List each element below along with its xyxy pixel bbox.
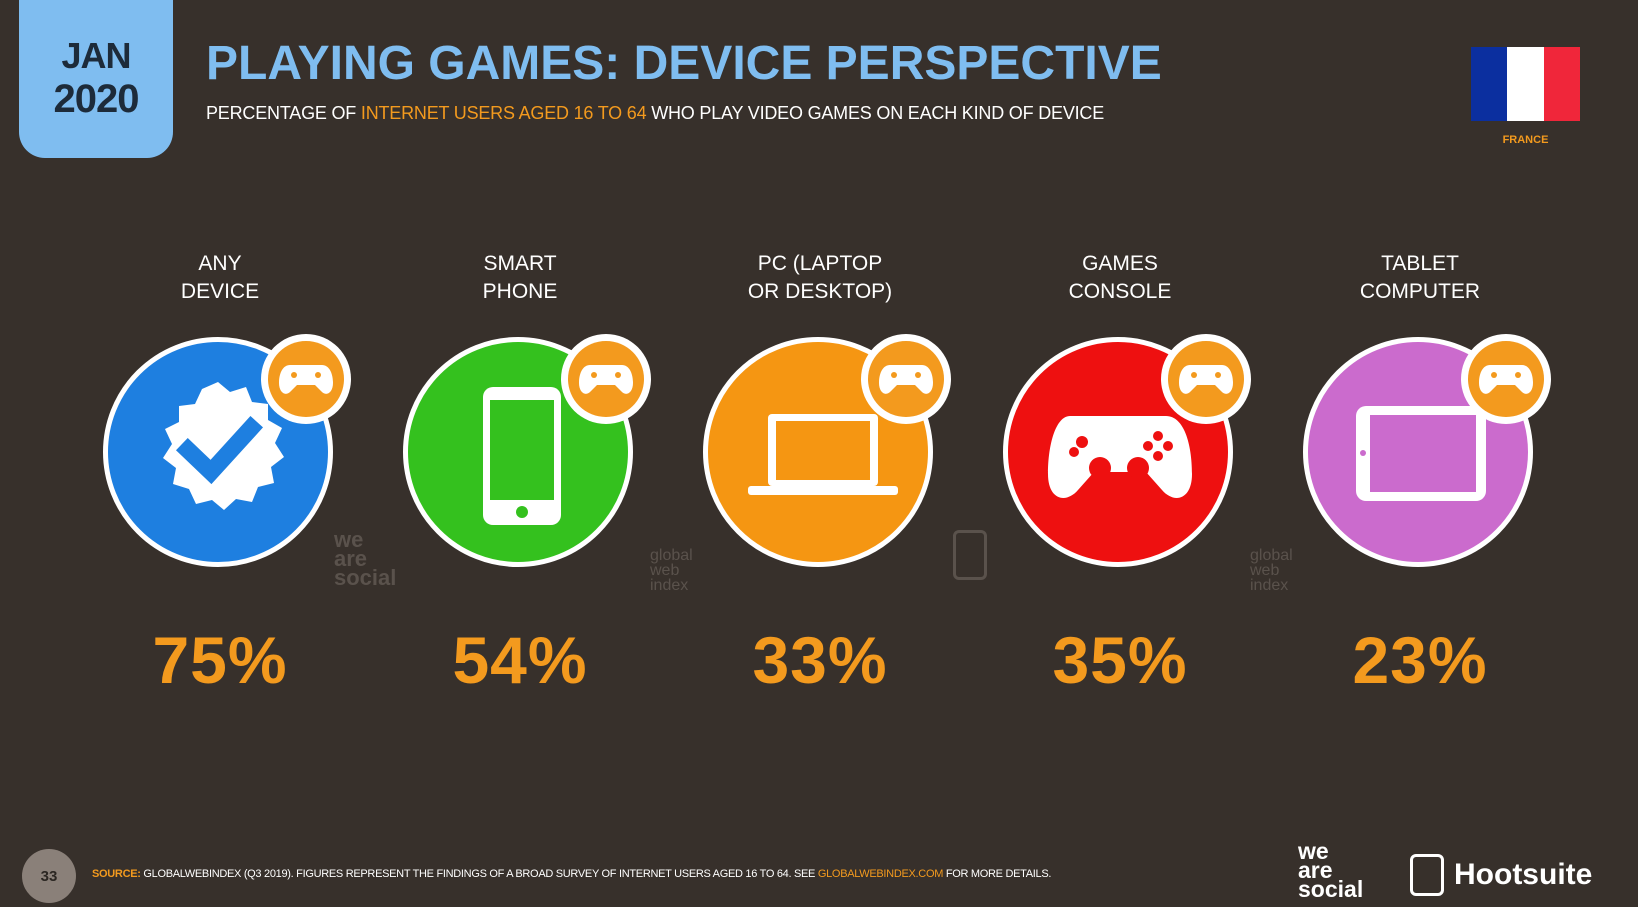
- device-label-pc: PC (LAPTOP OR DESKTOP): [700, 250, 940, 306]
- gamepad-icon: [579, 365, 633, 394]
- device-value-any: 75%: [152, 623, 288, 697]
- verified-check-icon: [163, 382, 284, 510]
- device-label-console: GAMES CONSOLE: [1000, 250, 1240, 306]
- watermark-line: index: [650, 577, 689, 594]
- device-label-line1: SMART: [483, 252, 557, 275]
- watermark-line: we: [334, 527, 364, 552]
- gamepad-icon: [879, 365, 933, 394]
- watermark-line: web: [1250, 562, 1280, 579]
- watermark-line: global: [650, 547, 693, 564]
- device-label-any: ANY DEVICE: [100, 250, 340, 306]
- gamepad-badge: [861, 334, 951, 424]
- device-disc-tablet: [1303, 337, 1533, 567]
- device-label-line2: DEVICE: [180, 280, 260, 303]
- device-label-line1: GAMES: [1082, 252, 1158, 275]
- gamepad-badge: [1161, 334, 1251, 424]
- page-title: PLAYING GAMES: DEVICE PERSPECTIVE: [206, 37, 1162, 90]
- device-label-line2: COMPUTER: [1359, 280, 1481, 303]
- device-label-tablet: TABLET COMPUTER: [1300, 250, 1540, 306]
- gamepad-icon: [1179, 365, 1233, 394]
- gamepad-icon: [279, 365, 333, 394]
- device-disc-smartphone: [403, 337, 633, 567]
- laptop-icon: [748, 414, 898, 495]
- device-value-tablet: 23%: [1352, 623, 1488, 697]
- hootsuite-owl-watermark-icon: [953, 530, 987, 580]
- country-label: FRANCE: [1502, 134, 1549, 146]
- we-are-social-logo: we are social: [1298, 838, 1364, 902]
- logo-line: are: [1298, 857, 1333, 883]
- gamepad-badge: [561, 334, 651, 424]
- device-value-pc: 33%: [752, 623, 888, 697]
- watermark-line: social: [334, 565, 397, 590]
- subtitle-post: WHO PLAY VIDEO GAMES ON EACH KIND OF DEV…: [646, 103, 1105, 123]
- device-label-smartphone: SMART PHONE: [400, 250, 640, 306]
- device-label-line2: PHONE: [482, 280, 558, 303]
- logo-line: social: [1298, 876, 1364, 902]
- source-end: FOR MORE DETAILS.: [943, 868, 1052, 880]
- source-link[interactable]: GLOBALWEBINDEX.COM: [817, 868, 944, 880]
- date-month: JAN: [61, 35, 131, 76]
- gamepad-badge: [1461, 334, 1551, 424]
- logo-line: we: [1298, 838, 1329, 864]
- page-number: 33: [22, 849, 76, 903]
- date-year: 2020: [53, 77, 140, 121]
- we-are-social-watermark: we are social: [334, 527, 397, 590]
- smartphone-icon: [483, 387, 561, 525]
- gamepad-icon: [1479, 365, 1533, 394]
- gamepad-badge: [261, 334, 351, 424]
- device-label-line1: TABLET: [1381, 252, 1459, 275]
- watermark-line: global: [1250, 547, 1293, 564]
- subtitle-highlight: INTERNET USERS AGED 16 TO 64: [360, 103, 647, 123]
- subtitle-pre: PERCENTAGE OF: [206, 103, 361, 123]
- hootsuite-owl-icon: [1410, 854, 1444, 896]
- device-label-line2: OR DESKTOP): [747, 280, 893, 303]
- watermark-line: index: [1250, 577, 1289, 594]
- device-disc-pc: [703, 337, 933, 567]
- source-footnote: SOURCE: GLOBALWEBINDEX (Q3 2019). FIGURE…: [92, 868, 1051, 880]
- gamepad-icon: [1048, 416, 1192, 498]
- page-subtitle: PERCENTAGE OF INTERNET USERS AGED 16 TO …: [206, 103, 1104, 124]
- device-value-smartphone: 54%: [452, 623, 588, 697]
- watermark-line: are: [334, 546, 368, 571]
- device-label-line1: ANY: [198, 252, 242, 275]
- france-flag-icon: [1471, 47, 1580, 121]
- hootsuite-wordmark: Hootsuite: [1454, 858, 1593, 891]
- device-value-console: 35%: [1052, 623, 1188, 697]
- globalwebindex-watermark: global web index: [1250, 547, 1293, 594]
- source-text: GLOBALWEBINDEX (Q3 2019). FIGURES REPRES…: [140, 868, 818, 880]
- source-label: SOURCE:: [92, 868, 141, 880]
- date-badge: JAN 2020: [19, 0, 173, 158]
- globalwebindex-watermark: global web index: [650, 547, 693, 594]
- watermark-line: web: [650, 562, 680, 579]
- device-label-line2: CONSOLE: [1068, 280, 1172, 303]
- device-label-line1: PC (LAPTOP: [757, 252, 883, 275]
- tablet-icon: [1356, 406, 1486, 501]
- hootsuite-logo: Hootsuite: [1410, 854, 1592, 896]
